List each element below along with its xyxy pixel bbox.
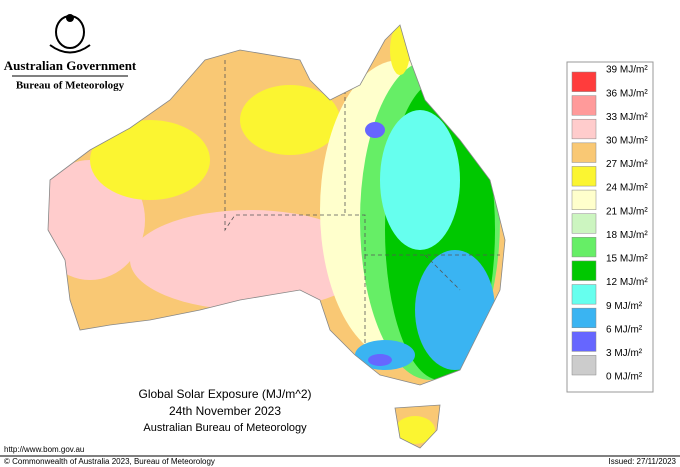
legend-swatch: [571, 142, 597, 163]
legend-swatch: [571, 260, 597, 281]
legend-swatch: [571, 355, 597, 376]
legend-swatch: [571, 284, 597, 305]
legend-swatch: [571, 71, 597, 92]
legend-swatch: [571, 331, 597, 352]
legend-label: 9 MJ/m²: [606, 301, 643, 312]
legend-label: 24 MJ/m²: [606, 183, 648, 194]
source-line: Australian Bureau of Meteorology: [143, 422, 307, 434]
issued: Issued: 27/11/2023: [609, 457, 677, 466]
legend-label: 33 MJ/m²: [606, 112, 648, 123]
copyright: © Commonwealth of Australia 2023, Bureau…: [4, 457, 215, 466]
legend-swatch: [571, 166, 597, 187]
legend-label: 18 MJ/m²: [606, 230, 648, 241]
legend-label: 39 MJ/m²: [606, 65, 648, 76]
government-name: Australian Government: [4, 58, 137, 73]
legend-label: 21 MJ/m²: [606, 206, 648, 217]
legend-swatch: [571, 307, 597, 329]
url: http://www.bom.gov.au: [4, 445, 84, 454]
legend-swatch: [571, 237, 597, 258]
legend-swatch: [571, 118, 597, 140]
title-line: Global Solar Exposure (MJ/m^2): [138, 387, 311, 401]
legend-label: 12 MJ/m²: [606, 277, 648, 288]
legend-swatch: [571, 213, 597, 234]
date-line: 24th November 2023: [169, 404, 281, 418]
legend-label: 3 MJ/m²: [606, 348, 643, 359]
legend-label: 15 MJ/m²: [606, 254, 648, 265]
legend-label: 27 MJ/m²: [606, 159, 648, 170]
legend-label: 30 MJ/m²: [606, 135, 648, 146]
crest: [49, 14, 91, 54]
coastline: [47, 24, 506, 449]
legend-swatch: [571, 189, 597, 210]
agency-name: Bureau of Meteorology: [16, 80, 125, 92]
legend-label: 0 MJ/m²: [606, 372, 643, 383]
legend-label: 36 MJ/m²: [606, 88, 648, 99]
legend-label: 6 MJ/m²: [606, 324, 643, 335]
legend-swatch: [571, 95, 597, 116]
legend: 39 MJ/m² 36 MJ/m² 33 MJ/m² 30 MJ/m² 27 MJ/m²…: [571, 65, 648, 383]
